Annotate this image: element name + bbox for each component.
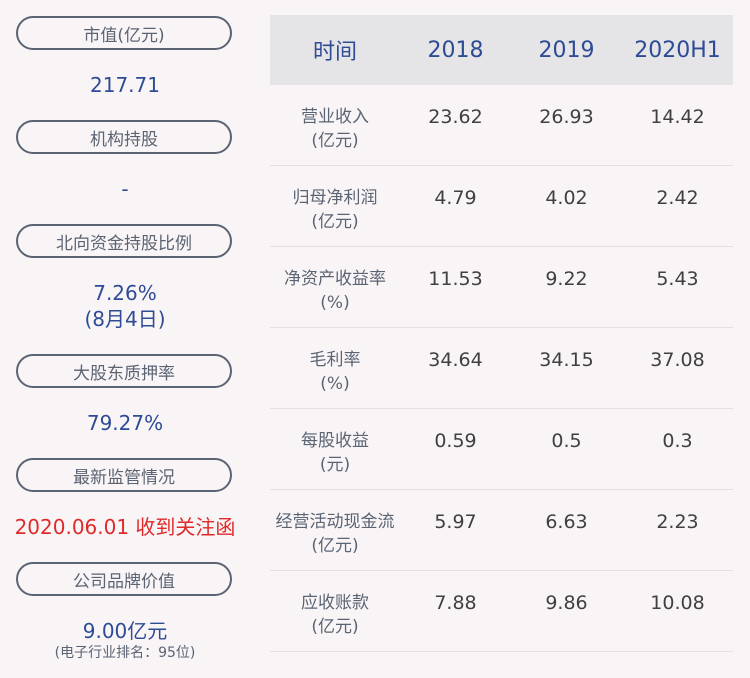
row-label: 毛利率 (%) (270, 328, 400, 396)
brand-value-label: 公司品牌价值 (16, 562, 232, 596)
cell-2018: 0.59 (434, 430, 477, 452)
header-2020h1: 2020H1 (634, 37, 721, 63)
regulatory-status-value: 2020.06.01 收到关注函 (14, 515, 236, 539)
regulatory-status-label: 最新监管情况 (16, 458, 232, 492)
pledge-rate-value: 79.27% (86, 411, 164, 435)
metric-name: 营业收入 (301, 107, 369, 127)
cell-2019: 6.63 (545, 511, 588, 533)
metric-name: 应收账款 (301, 593, 369, 613)
table-header: 时间 2018 2019 2020H1 (270, 15, 733, 85)
institutional-holding-value: - (121, 177, 129, 201)
header-2019: 2019 (538, 37, 595, 63)
metric-unit: (%) (320, 293, 350, 313)
cell-2020h1: 5.43 (656, 268, 699, 290)
cell-2018: 34.64 (428, 349, 483, 371)
metric-name: 归母净利润 (292, 188, 378, 208)
header-2018: 2018 (427, 37, 484, 63)
row-label: 净资产收益率 (%) (270, 247, 400, 315)
metric-unit: (亿元) (311, 212, 359, 232)
row-label: 归母净利润 (亿元) (270, 166, 400, 234)
metric-name: 净资产收益率 (284, 269, 386, 289)
northbound-ratio-percent: 7.26% (93, 281, 157, 305)
northbound-ratio-date: (8月4日) (84, 307, 166, 331)
cell-2019: 9.22 (545, 268, 588, 290)
brand-value-rank: (电子行业排名：95位) (54, 645, 196, 661)
cell-2020h1: 0.3 (662, 430, 693, 452)
header-time: 时间 (312, 40, 357, 65)
pledge-rate-label: 大股东质押率 (16, 354, 232, 388)
northbound-ratio-label: 北向资金持股比例 (16, 224, 232, 258)
cell-2018: 23.62 (428, 106, 483, 128)
brand-value-amount: 9.00亿元 (82, 619, 168, 643)
table-row: 归母净利润 (亿元) 4.79 4.02 2.42 (270, 166, 733, 247)
cell-2020h1: 37.08 (650, 349, 705, 371)
cell-2020h1: 2.23 (656, 511, 699, 533)
metric-unit: (%) (320, 374, 350, 394)
metric-name: 毛利率 (309, 350, 361, 370)
row-label: 应收账款 (亿元) (270, 571, 400, 639)
cell-2020h1: 14.42 (650, 106, 705, 128)
cell-2019: 4.02 (545, 187, 588, 209)
metric-name: 每股收益 (301, 431, 369, 451)
brand-value: 9.00亿元 (电子行业排名：95位) (0, 618, 250, 662)
cell-2019: 26.93 (539, 106, 594, 128)
cell-2019: 0.5 (551, 430, 582, 452)
cell-2018: 11.53 (428, 268, 483, 290)
table-row: 营业收入 (亿元) 23.62 26.93 14.42 (270, 85, 733, 166)
row-label: 每股收益 (元) (270, 409, 400, 477)
table-row: 毛利率 (%) 34.64 34.15 37.08 (270, 328, 733, 409)
cell-2018: 4.79 (434, 187, 477, 209)
cell-2019: 34.15 (539, 349, 594, 371)
metric-unit: (元) (319, 455, 351, 475)
metric-unit: (亿元) (311, 617, 359, 637)
table-row: 净资产收益率 (%) 11.53 9.22 5.43 (270, 247, 733, 328)
metric-unit: (亿元) (311, 131, 359, 151)
table-row: 经营活动现金流 (亿元) 5.97 6.63 2.23 (270, 490, 733, 571)
northbound-ratio-value: 7.26% (8月4日) (0, 280, 250, 332)
cell-2018: 7.88 (434, 592, 477, 614)
row-label: 营业收入 (亿元) (270, 85, 400, 153)
table-row: 应收账款 (亿元) 7.88 9.86 10.08 (270, 571, 733, 652)
market-cap-value: 217.71 (90, 73, 160, 97)
cell-2019: 9.86 (545, 592, 588, 614)
market-cap-label: 市值(亿元) (16, 16, 232, 50)
financial-table: 时间 2018 2019 2020H1 营业收入 (亿元) 23.62 26.93… (270, 15, 733, 652)
institutional-holding-label: 机构持股 (16, 120, 232, 154)
cell-2020h1: 10.08 (650, 592, 705, 614)
metric-unit: (亿元) (311, 536, 359, 556)
metric-name: 经营活动现金流 (275, 512, 395, 532)
cell-2020h1: 2.42 (656, 187, 699, 209)
row-label: 经营活动现金流 (亿元) (270, 490, 400, 558)
cell-2018: 5.97 (434, 511, 477, 533)
table-row: 每股收益 (元) 0.59 0.5 0.3 (270, 409, 733, 490)
